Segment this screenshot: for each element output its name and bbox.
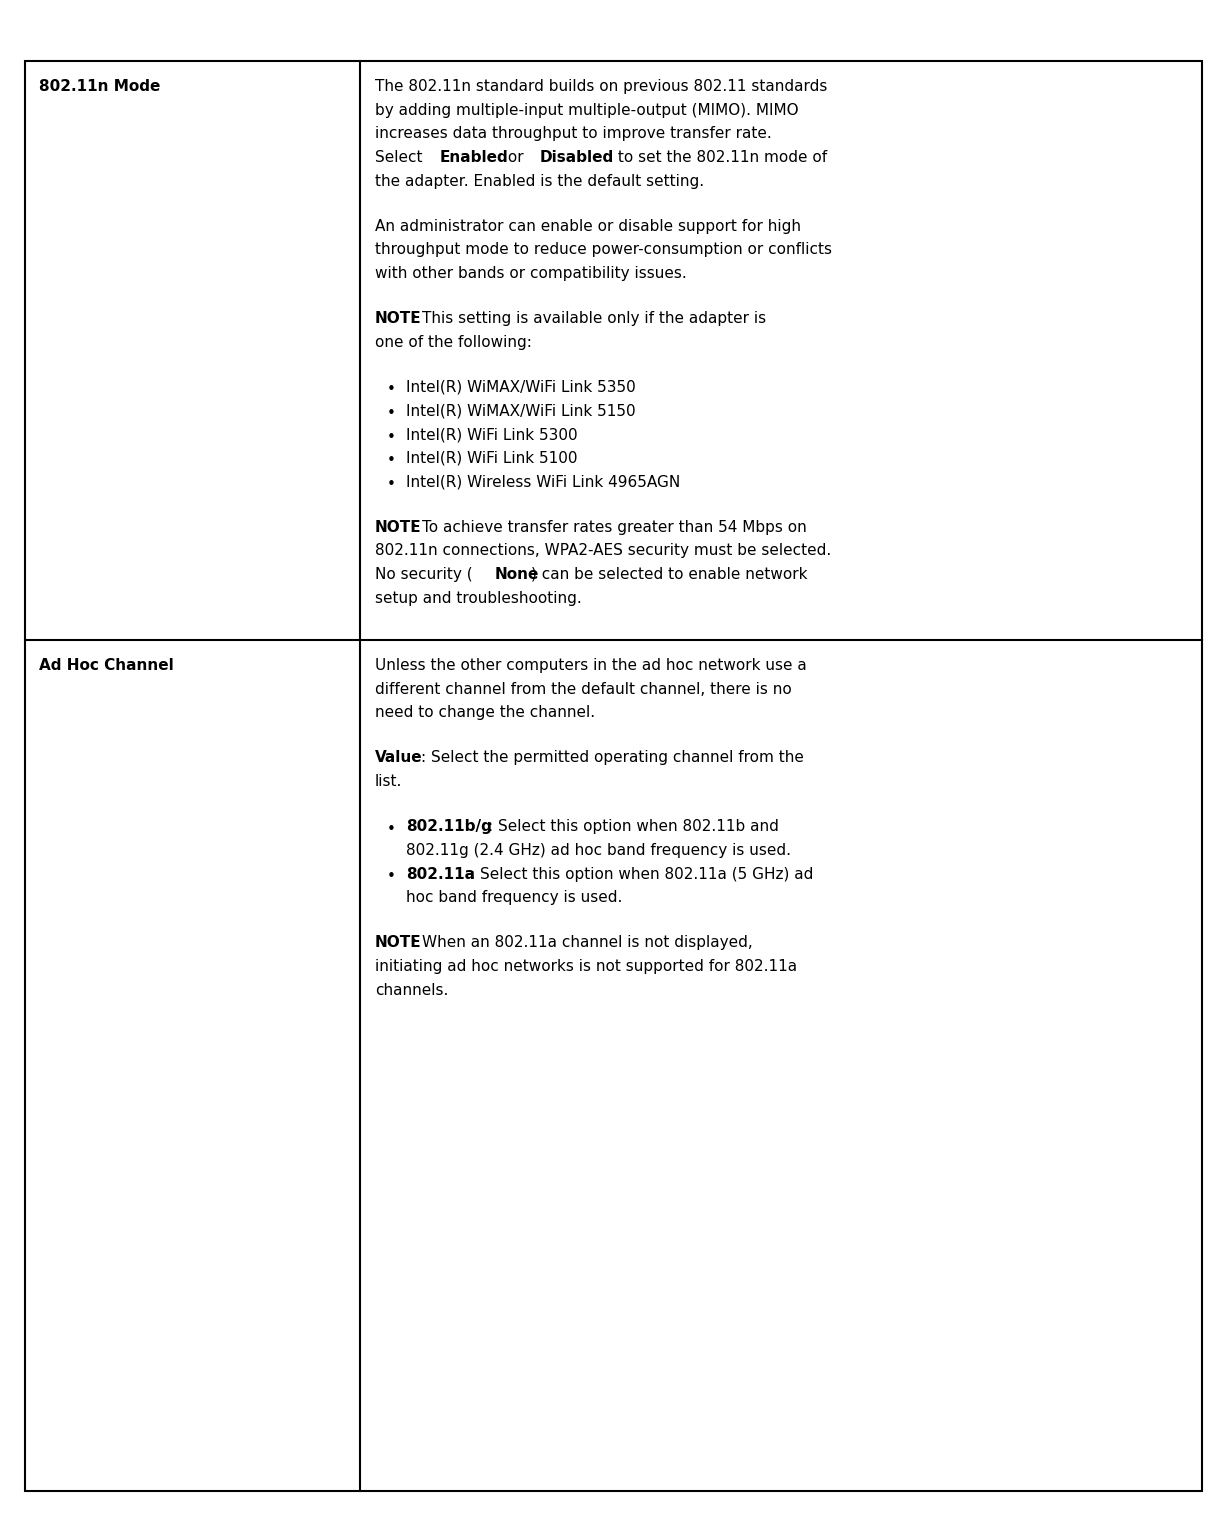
- Text: or: or: [503, 151, 529, 166]
- Text: : Select this option when 802.11a (5 GHz) ad: : Select this option when 802.11a (5 GHz…: [470, 867, 814, 882]
- Text: Intel(R) WiFi Link 5300: Intel(R) WiFi Link 5300: [406, 427, 577, 443]
- Text: 802.11a: 802.11a: [406, 867, 475, 882]
- Text: •: •: [388, 429, 396, 444]
- Text: •: •: [388, 453, 396, 468]
- Text: Intel(R) WiMAX/WiFi Link 5350: Intel(R) WiMAX/WiFi Link 5350: [406, 380, 636, 395]
- Text: : Select the permitted operating channel from the: : Select the permitted operating channel…: [421, 750, 804, 765]
- Text: with other bands or compatibility issues.: with other bands or compatibility issues…: [375, 266, 687, 281]
- Text: •: •: [388, 406, 396, 421]
- Text: NOTE: NOTE: [375, 520, 422, 534]
- Text: Disabled: Disabled: [540, 151, 615, 166]
- Text: 802.11n connections, WPA2-AES security must be selected.: 802.11n connections, WPA2-AES security m…: [375, 543, 831, 558]
- Text: setup and troubleshooting.: setup and troubleshooting.: [375, 590, 582, 605]
- Text: Ad Hoc Channel: Ad Hoc Channel: [39, 659, 174, 674]
- Text: : This setting is available only if the adapter is: : This setting is available only if the …: [411, 312, 766, 325]
- Text: NOTE: NOTE: [375, 935, 422, 951]
- Text: Intel(R) WiFi Link 5100: Intel(R) WiFi Link 5100: [406, 450, 577, 465]
- Text: •: •: [388, 478, 396, 491]
- Text: Intel(R) WiMAX/WiFi Link 5150: Intel(R) WiMAX/WiFi Link 5150: [406, 403, 636, 418]
- Text: 802.11b/g: 802.11b/g: [406, 820, 492, 834]
- Text: Intel(R) Wireless WiFi Link 4965AGN: Intel(R) Wireless WiFi Link 4965AGN: [406, 475, 680, 490]
- Text: Unless the other computers in the ad hoc network use a: Unless the other computers in the ad hoc…: [375, 659, 806, 674]
- Text: None: None: [494, 567, 539, 583]
- Text: Select: Select: [375, 151, 427, 166]
- Text: throughput mode to reduce power-consumption or conflicts: throughput mode to reduce power-consumpt…: [375, 242, 832, 257]
- Text: one of the following:: one of the following:: [375, 335, 531, 350]
- Text: : To achieve transfer rates greater than 54 Mbps on: : To achieve transfer rates greater than…: [411, 520, 806, 534]
- Text: •: •: [388, 821, 396, 837]
- Text: to set the 802.11n mode of: to set the 802.11n mode of: [614, 151, 827, 166]
- Text: increases data throughput to improve transfer rate.: increases data throughput to improve tra…: [375, 126, 772, 141]
- Text: channels.: channels.: [375, 983, 448, 998]
- Text: 802.11n Mode: 802.11n Mode: [39, 79, 161, 94]
- Text: 802.11g (2.4 GHz) ad hoc band frequency is used.: 802.11g (2.4 GHz) ad hoc band frequency …: [406, 843, 790, 858]
- Text: need to change the channel.: need to change the channel.: [375, 706, 595, 721]
- Text: ) can be selected to enable network: ) can be selected to enable network: [531, 567, 807, 583]
- Text: by adding multiple-input multiple-output (MIMO). MIMO: by adding multiple-input multiple-output…: [375, 103, 799, 117]
- Text: No security (: No security (: [375, 567, 472, 583]
- Text: Value: Value: [375, 750, 422, 765]
- Text: NOTE: NOTE: [375, 312, 422, 325]
- Text: •: •: [388, 868, 396, 884]
- Text: An administrator can enable or disable support for high: An administrator can enable or disable s…: [375, 219, 801, 234]
- Text: : When an 802.11a channel is not displayed,: : When an 802.11a channel is not display…: [411, 935, 752, 951]
- Text: : Select this option when 802.11b and: : Select this option when 802.11b and: [488, 820, 779, 834]
- Text: •: •: [388, 382, 396, 397]
- Text: The 802.11n standard builds on previous 802.11 standards: The 802.11n standard builds on previous …: [375, 79, 827, 94]
- Text: list.: list.: [375, 774, 402, 789]
- Text: Enabled: Enabled: [439, 151, 508, 166]
- Text: the adapter. Enabled is the default setting.: the adapter. Enabled is the default sett…: [375, 173, 704, 189]
- Text: initiating ad hoc networks is not supported for 802.11a: initiating ad hoc networks is not suppor…: [375, 958, 798, 973]
- Text: different channel from the default channel, there is no: different channel from the default chann…: [375, 681, 791, 697]
- Text: hoc band frequency is used.: hoc band frequency is used.: [406, 890, 622, 905]
